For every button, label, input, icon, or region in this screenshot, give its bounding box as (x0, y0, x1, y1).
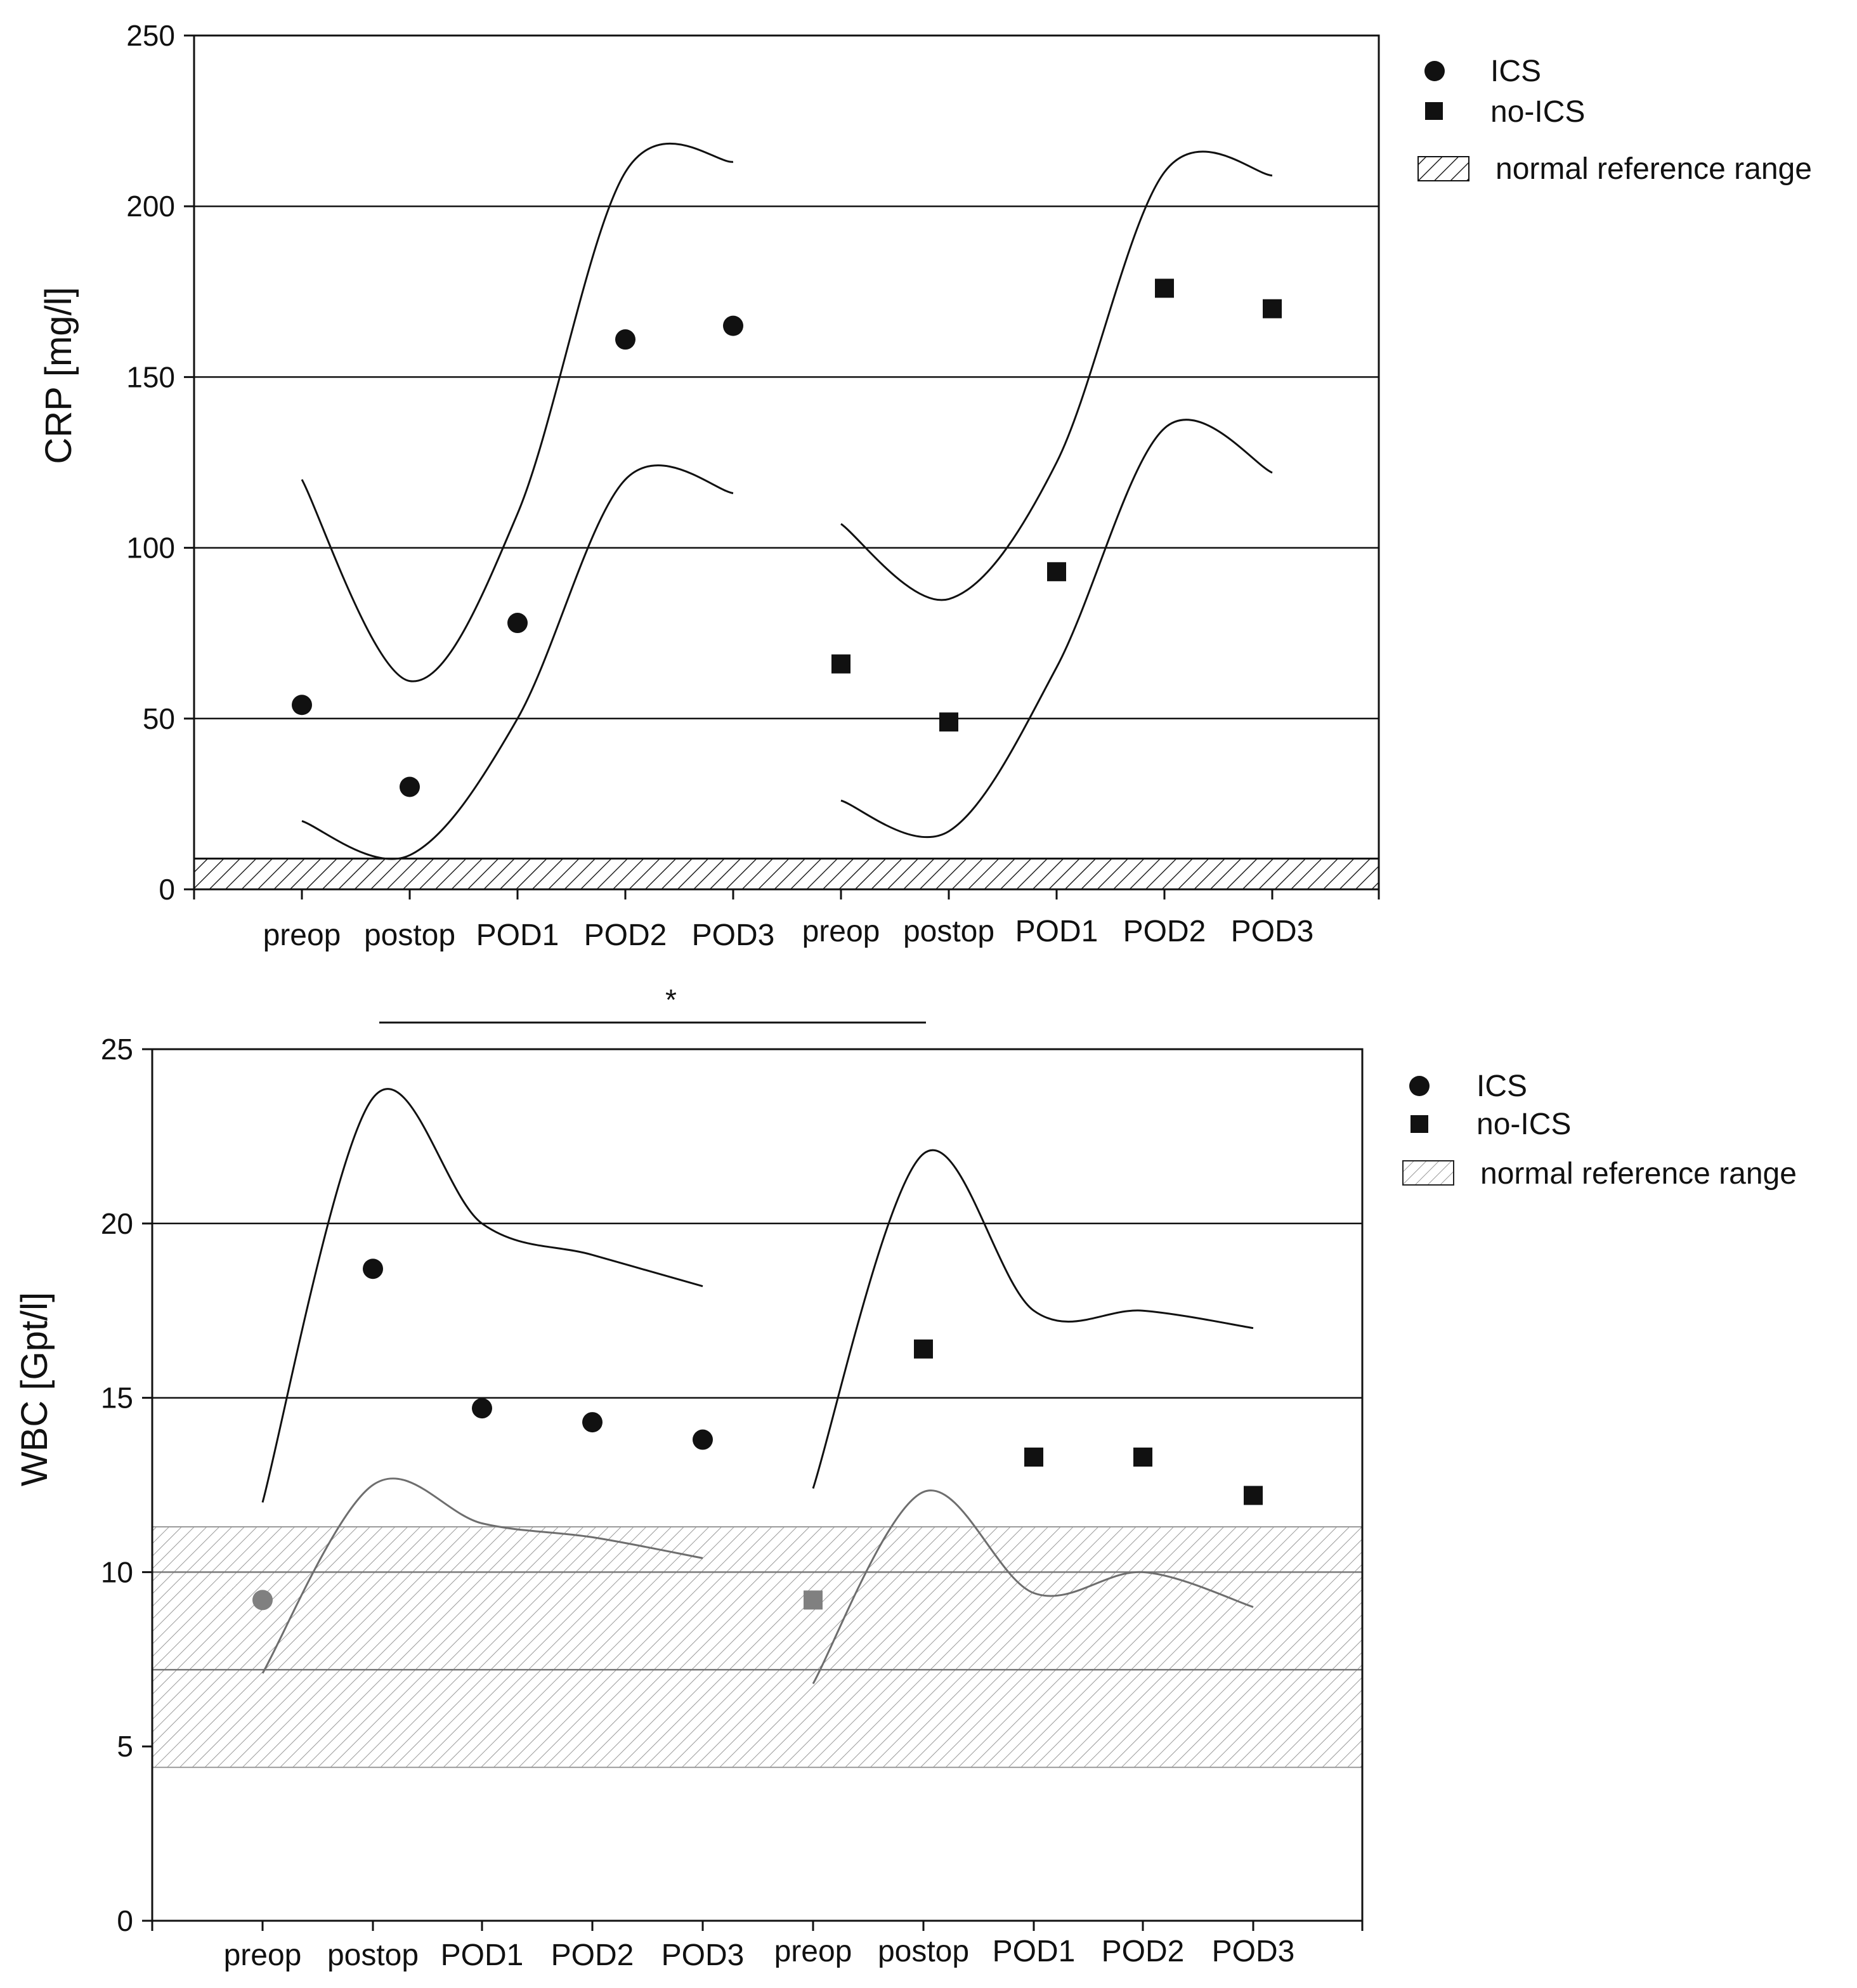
x-tick-label: POD3 (692, 919, 775, 952)
wbc-plot-frame (151, 1048, 1364, 1922)
y-tick-label: 0 (117, 1904, 133, 1937)
ics-data-point (507, 613, 528, 634)
ics-data-point (252, 1590, 273, 1611)
no-ics-data-point (914, 1339, 933, 1359)
x-tick-label: POD1 (476, 919, 559, 952)
ics-upper-band-line (261, 1088, 703, 1503)
crp-plot-frame (193, 34, 1380, 891)
wbc-bands (261, 1088, 1254, 1685)
legend-no-ics-label: no-ICS (1490, 95, 1585, 129)
legend-reference-hatch-icon (1417, 156, 1469, 181)
y-tick-label: 25 (101, 1033, 133, 1066)
crp-y-ticks: 0 50 100 150 200 250 (126, 19, 194, 906)
x-tick-label: POD3 (661, 1939, 745, 1972)
x-tick-label: postop (878, 1935, 969, 1968)
y-tick-label: 20 (101, 1207, 133, 1240)
legend-ics-label: ICS (1476, 1069, 1527, 1103)
x-tick-label: POD1 (1015, 915, 1098, 948)
crp-x-ticks: preop postop POD1 POD2 POD3 preop postop POD1 PO… (193, 889, 1380, 952)
y-tick-label: 250 (126, 19, 175, 52)
ics-data-point (693, 1429, 713, 1450)
ics-lower-band-line (301, 464, 734, 860)
no-ics-data-point (831, 654, 850, 674)
x-tick-label: POD1 (441, 1939, 524, 1972)
ics-data-point (363, 1259, 383, 1279)
x-tick-label: preop (224, 1939, 302, 1972)
ics-data-point (472, 1398, 492, 1419)
no-ics-data-point (1155, 278, 1174, 298)
no-ics-data-point (1263, 299, 1282, 318)
crp-y-axis-label: CRP [mg/l] (38, 287, 79, 464)
x-tick-label: postop (903, 915, 994, 948)
x-tick-label: postop (364, 919, 455, 952)
significance-annotation: * (379, 983, 926, 1024)
crp-gridlines (194, 205, 1379, 720)
y-tick-label: 150 (126, 360, 175, 393)
x-tick-label: POD2 (551, 1939, 634, 1972)
ics-data-point (400, 776, 420, 797)
wbc-reference-range (152, 1526, 1363, 1769)
no-ics-lower-band-line (812, 1489, 1254, 1685)
y-tick-label: 15 (101, 1382, 133, 1415)
ics-data-point (582, 1412, 603, 1433)
crp-points (292, 278, 1282, 797)
x-tick-label: POD2 (1102, 1935, 1185, 1968)
x-tick-label: POD3 (1231, 915, 1314, 948)
ics-data-point (723, 315, 743, 336)
no-ics-upper-band-line (812, 1149, 1254, 1489)
x-tick-label: POD2 (1123, 915, 1206, 948)
no-ics-data-point (939, 712, 958, 732)
legend-no-ics-square-icon (1411, 1115, 1428, 1133)
x-tick-label: POD1 (993, 1935, 1076, 1968)
legend-ics-circle-icon (1424, 61, 1445, 81)
x-tick-label: POD3 (1212, 1935, 1295, 1968)
x-tick-label: preop (774, 1935, 852, 1968)
legend-ics-circle-icon (1409, 1076, 1430, 1096)
y-tick-label: 100 (126, 532, 175, 565)
ics-data-point (292, 695, 312, 716)
no-ics-data-point (1024, 1448, 1043, 1467)
no-ics-data-point (1133, 1448, 1152, 1467)
ics-data-point (615, 329, 635, 350)
legend-reference-label: normal reference range (1495, 152, 1812, 186)
y-tick-label: 10 (101, 1555, 133, 1588)
x-tick-label: POD2 (584, 919, 667, 952)
legend-ics-label: ICS (1490, 55, 1541, 88)
legend-reference-label: normal reference range (1480, 1157, 1797, 1191)
y-tick-label: 0 (159, 873, 175, 906)
crp-bands (301, 142, 1273, 860)
wbc-y-axis-label: WBC [Gpt/l] (14, 1292, 55, 1486)
legend-no-ics-label: no-ICS (1476, 1108, 1571, 1141)
wbc-gridlines (152, 1222, 1362, 1671)
x-tick-label: preop (263, 919, 341, 952)
wbc-points (252, 1259, 1263, 1611)
no-ics-upper-band-line (840, 150, 1273, 601)
legend-reference-hatch-icon (1402, 1160, 1454, 1186)
wbc-y-ticks: 0 5 10 15 20 25 (101, 1033, 152, 1937)
no-ics-data-point (1244, 1486, 1263, 1505)
no-ics-lower-band-line (840, 419, 1273, 839)
x-tick-label: preop (802, 915, 880, 948)
no-ics-data-point (1047, 562, 1066, 582)
ics-lower-band-line (261, 1477, 703, 1674)
crp-legend: ICS no-ICS normal reference range (1417, 55, 1812, 186)
wbc-legend: ICS no-ICS normal reference range (1402, 1069, 1797, 1191)
x-tick-label: postop (327, 1939, 419, 1972)
y-tick-label: 200 (126, 190, 175, 223)
ics-upper-band-line (301, 142, 734, 683)
y-tick-label: 5 (117, 1730, 133, 1763)
no-ics-data-point (804, 1590, 823, 1610)
y-tick-label: 50 (143, 702, 175, 735)
significance-asterisk: * (665, 983, 677, 1016)
wbc-x-ticks: preop postop POD1 POD2 POD3 preop postop POD1 PO… (151, 1921, 1364, 1972)
legend-no-ics-square-icon (1425, 102, 1443, 120)
crp-reference-range (193, 858, 1380, 891)
